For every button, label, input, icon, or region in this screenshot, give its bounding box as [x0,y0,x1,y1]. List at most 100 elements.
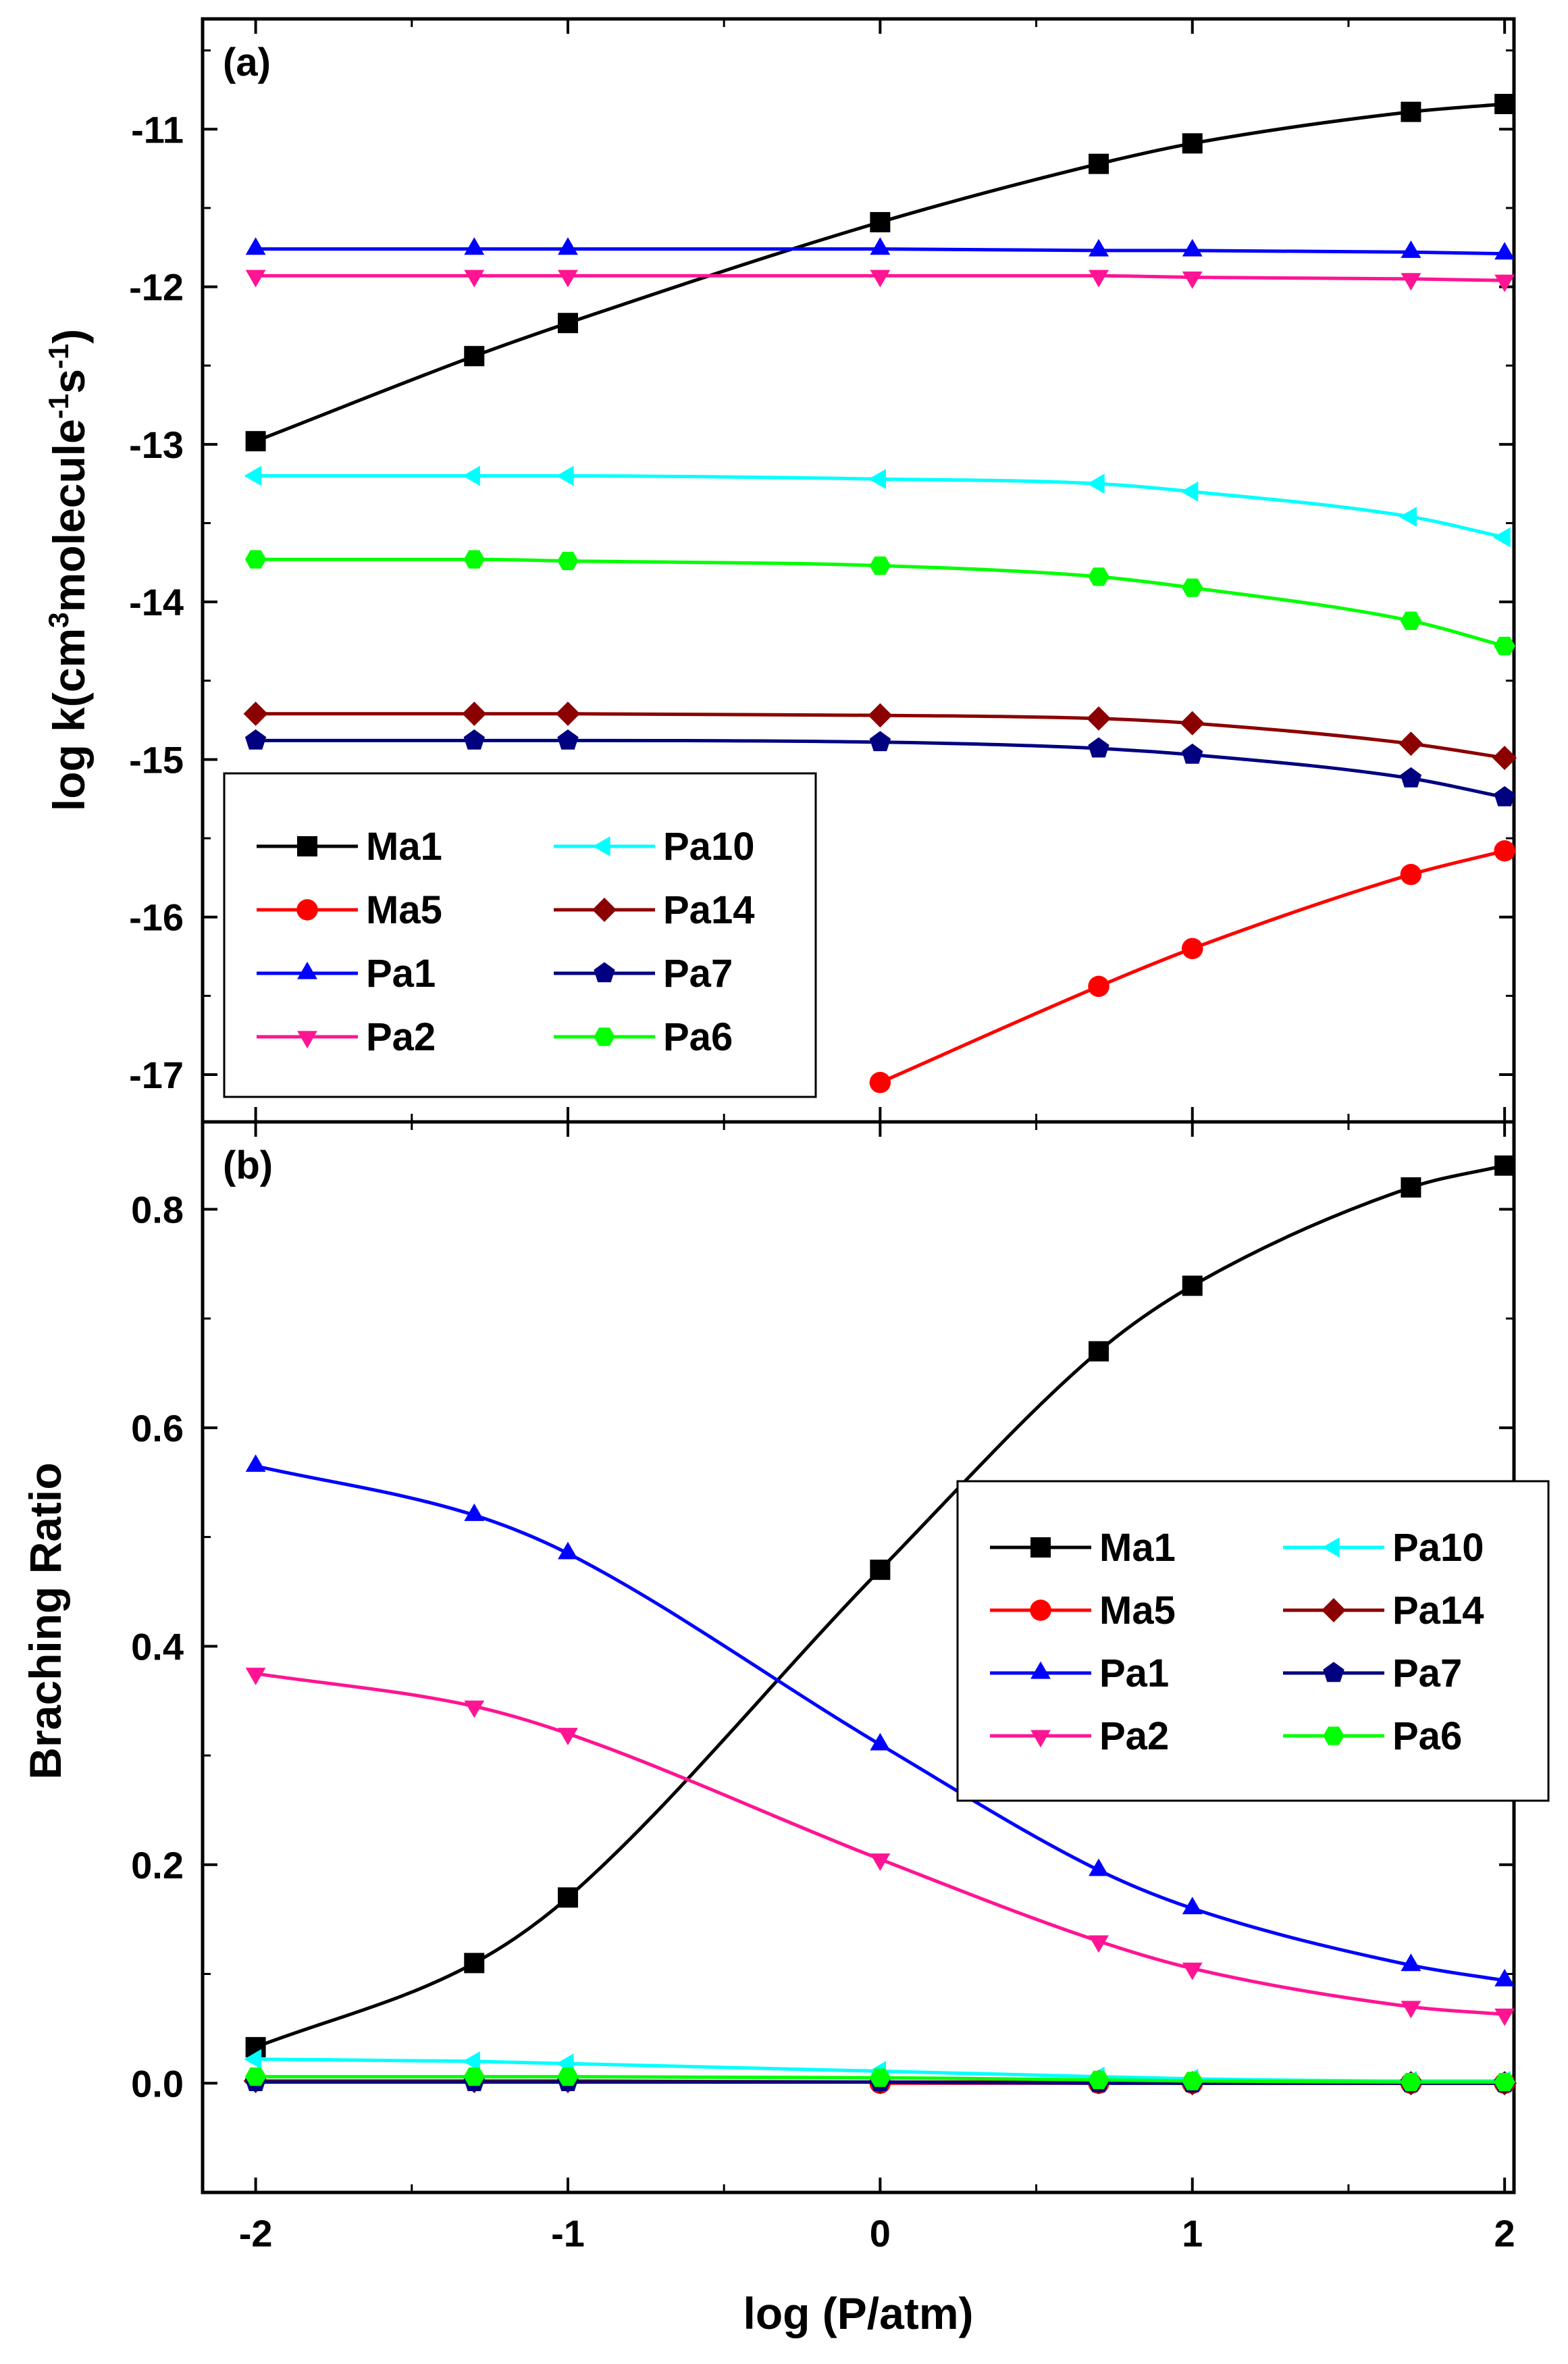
data-point-pa1 [464,1504,485,1521]
data-point-ma1 [245,431,266,452]
data-point-pa2 [245,269,266,288]
data-point-ma1 [557,313,578,334]
data-point-pa1 [558,1541,578,1560]
data-point-pa10 [244,2049,262,2070]
panel-b-ylabel: Braching Ratio [20,1462,70,1779]
panel-a: -17 -16 -15 -14 -13 -12 -11 (a) log k(cm3molec… [43,17,1517,1124]
data-point-pa7 [463,729,485,750]
y-tick-label: -16 [129,896,184,939]
panel-b-legend: Ma1 Pa10 Ma5 Pa14 Pa1 Pa7 Pa2 Pa6 [956,1480,1550,1802]
data-point-pa6 [1494,2073,1515,2092]
legend-marker-ma5 [296,899,318,921]
legend-label: Ma5 [1099,1589,1176,1633]
y-tick-label: -17 [129,1054,184,1096]
data-point-ma1 [1182,1275,1203,1296]
panel-a-label: (a) [223,41,271,84]
legend-label: Pa7 [663,952,733,996]
data-point-pa6 [1088,2070,1109,2090]
y-tick-label: -13 [129,423,184,466]
data-point-pa7 [869,731,891,752]
legend-item-pa6: Pa6 [554,1015,733,1059]
legend-label: Pa10 [1392,1526,1484,1570]
data-point-pa10 [1492,527,1511,548]
legend-item-pa2: Pa2 [257,1015,436,1059]
y-tick-label: 0.0 [131,2062,184,2105]
data-point-pa2 [245,1668,266,1685]
panel-b: -2 -1 0 1 2 0.0 0.2 0.4 0.6 0.8 (b) Braching Rati… [20,1120,1550,2255]
data-point-pa10 [463,465,480,486]
legend-label: Pa6 [1392,1714,1462,1758]
x-tick-label: -1 [551,2212,585,2255]
data-point-ma5 [869,1071,891,1094]
x-axis-title: log (P/atm) [743,2288,974,2338]
data-point-pa2 [1494,2008,1515,2026]
legend-label: Pa7 [1392,1651,1462,1695]
legend-marker-ma1 [1030,1537,1051,1558]
data-point-pa6 [1182,2072,1203,2090]
data-point-ma1 [1401,101,1421,122]
legend-item-ma1: Ma1 [990,1526,1176,1570]
data-point-pa6 [463,550,485,569]
data-point-pa2 [1089,269,1109,288]
legend-item-pa1: Pa1 [257,952,436,996]
y-tick-label: 0.2 [131,1844,184,1886]
data-point-pa6 [1494,636,1515,656]
data-point-pa2 [870,269,891,288]
legend-marker-pa7 [1323,1662,1344,1682]
data-point-pa2 [1494,274,1515,292]
legend-marker-pa2 [297,1031,317,1049]
legend-label: Pa1 [1099,1651,1169,1695]
panel-b-ticks: -2 -1 0 1 2 0.0 0.2 0.4 0.6 0.8 [131,1122,1515,2255]
panel-a-ticks: -17 -16 -15 -14 -13 -12 -11 [129,19,1514,1122]
legend-marker-pa2 [1030,1730,1051,1748]
series-pa1 [245,1454,1515,1986]
legend-label: Pa6 [663,1015,733,1059]
x-tick-label: 0 [870,2212,891,2255]
legend-marker-pa14 [592,898,617,922]
data-point-pa1 [1182,1897,1203,1915]
data-point-ma1 [464,346,485,367]
legend-item-pa7: Pa7 [1283,1651,1462,1695]
data-point-pa2 [1401,2001,1421,2019]
legend-item-ma5: Ma5 [990,1589,1176,1633]
data-point-pa2 [464,1700,485,1718]
legend-item-ma1: Ma1 [257,825,442,869]
data-point-pa6 [869,2068,891,2087]
legend-item-pa14: Pa14 [554,888,754,932]
legend-label: Ma1 [1099,1526,1176,1570]
legend-box [956,1480,1550,1802]
data-point-pa7 [244,729,267,750]
data-point-pa2 [870,1853,891,1871]
legend-box [223,772,817,1098]
data-point-pa2 [464,269,485,288]
legend-label: Pa2 [366,1015,436,1059]
legend-label: Pa10 [663,825,754,869]
legend-item-ma5: Ma5 [257,888,442,932]
panel-a-legend: Ma1 Pa10 Ma5 Pa14 Pa1 Pa7 Pa2 Pa6 [223,772,817,1098]
data-point-pa6 [463,2067,485,2086]
legend-marker-pa6 [594,1027,615,1046]
data-point-ma5 [1181,937,1203,960]
y-tick-label: -11 [131,108,184,151]
legend-label: Ma5 [366,888,442,932]
data-point-pa7 [1494,786,1515,806]
data-point-ma1 [464,1953,485,1974]
legend-item-pa10: Pa10 [1283,1526,1484,1570]
legend-marker-pa10 [592,836,610,856]
series-pa1 [245,237,1515,260]
data-point-pa2 [1401,273,1421,291]
series-ma5 [869,840,1515,1094]
data-point-pa14 [1180,711,1205,736]
data-point-pa2 [1182,272,1203,289]
panel-b-plot [243,1155,1517,2096]
series-pa6 [244,550,1515,656]
data-point-pa6 [1400,611,1422,630]
data-point-pa6 [244,2067,267,2086]
legend-label: Ma1 [366,825,442,869]
data-point-pa7 [557,729,579,750]
data-point-pa6 [869,556,891,575]
series-ma1 [245,1155,1515,2057]
data-point-ma1 [1182,133,1203,154]
data-point-ma1 [1494,93,1515,114]
y-tick-label: -14 [129,581,184,623]
